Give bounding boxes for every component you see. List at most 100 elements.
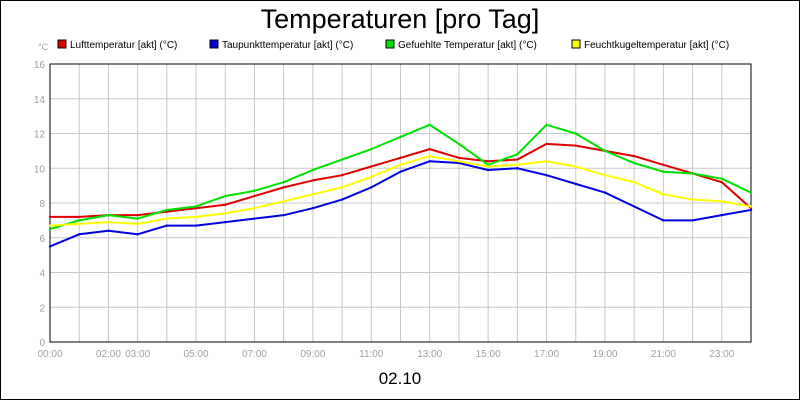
y-tick-label: 0 [39, 338, 45, 349]
y-tick-label: 16 [34, 60, 46, 71]
data-point [662, 163, 665, 166]
series-3 [48, 154, 753, 227]
x-tick-label: 05:00 [184, 349, 209, 360]
data-point [194, 207, 198, 210]
chart-title: Temperaturen [pro Tag] [261, 4, 540, 34]
data-point [78, 219, 81, 222]
data-point [545, 160, 548, 163]
data-point [340, 198, 344, 201]
data-point [136, 222, 139, 226]
x-tick-label: 15:00 [476, 349, 501, 360]
x-tick-label: 17:00 [534, 349, 559, 360]
data-point [340, 186, 344, 189]
data-point [574, 182, 577, 186]
legend-label: Taupunkttemperatur [akt] (°C) [222, 40, 353, 51]
y-tick-label: 6 [39, 234, 45, 245]
x-tick-label: 07:00 [242, 349, 267, 360]
y-tick-label: 4 [39, 269, 45, 280]
data-point [662, 193, 665, 196]
data-point [457, 156, 461, 160]
data-point [457, 160, 461, 163]
data-point [632, 205, 636, 208]
data-point [486, 165, 490, 168]
data-point [749, 191, 753, 194]
plot-area [48, 63, 753, 343]
data-point [78, 233, 81, 236]
data-point [78, 215, 81, 219]
data-point [311, 207, 315, 210]
data-point [194, 224, 198, 227]
data-point [399, 135, 402, 139]
data-point [48, 215, 52, 219]
legend-swatch [209, 39, 219, 49]
data-point [749, 205, 753, 208]
data-point [691, 198, 694, 201]
data-point [486, 160, 490, 163]
data-point [603, 149, 607, 153]
data-point [370, 175, 373, 179]
data-point [48, 245, 52, 248]
y-tick-label: 12 [34, 130, 46, 141]
data-point [399, 170, 402, 173]
data-point [370, 165, 373, 168]
data-point [632, 154, 636, 158]
data-point [399, 156, 402, 160]
y-tick-label: 14 [34, 95, 46, 106]
legend-swatch [385, 39, 395, 49]
data-point [662, 219, 665, 222]
data-point [516, 167, 519, 170]
data-point [282, 180, 285, 184]
data-point [136, 213, 139, 217]
legend-label: Lufttemperatur [akt] (°C) [70, 40, 177, 51]
data-point [662, 170, 665, 173]
data-point [165, 217, 169, 220]
data-point [253, 207, 256, 210]
data-point [545, 123, 548, 127]
legend: Lufttemperatur [akt] (°C) Taupunkttempera… [57, 39, 729, 51]
data-point [165, 208, 169, 212]
data-point [720, 213, 723, 217]
data-point [720, 177, 723, 180]
legend-item: Taupunkttemperatur [akt] (°C) [209, 39, 353, 51]
data-point [107, 213, 110, 217]
data-point [545, 174, 548, 177]
data-point [457, 161, 461, 165]
data-point [720, 180, 723, 184]
plot-border [49, 63, 752, 343]
legend-item: Lufttemperatur [akt] (°C) [57, 39, 177, 51]
data-point [457, 142, 461, 146]
data-point [720, 200, 723, 203]
x-tick-label: 00:00 [37, 349, 62, 360]
data-point [428, 147, 431, 151]
data-point [516, 158, 519, 161]
data-point [428, 123, 431, 127]
y-axis: 0 2 4 6 8 10 12 14 16 [34, 60, 46, 349]
data-point [632, 180, 636, 184]
data-point [516, 163, 519, 166]
data-point [340, 174, 344, 177]
grid [49, 63, 752, 343]
data-point [311, 179, 315, 182]
x-tick-label: 11:00 [359, 349, 384, 360]
x-tick-label: 02:00 [96, 349, 121, 360]
data-point [253, 189, 256, 193]
data-point [253, 217, 256, 220]
data-point [749, 207, 753, 210]
data-point [224, 203, 227, 206]
data-point [340, 158, 344, 161]
legend-label: Gefuehlte Temperatur [akt] (°C) [398, 40, 537, 51]
x-axis: 00:00 02:00 03:00 05:00 07:00 09:00 11:00 13:00… [37, 349, 734, 360]
data-point [749, 208, 753, 212]
x-tick-label: 19:00 [592, 349, 617, 360]
data-point [224, 194, 227, 198]
data-point [574, 132, 577, 135]
data-point [603, 191, 607, 194]
data-point [48, 227, 52, 231]
x-tick-label: 13:00 [417, 349, 442, 360]
data-point [632, 161, 636, 165]
y-unit-label: °C [38, 42, 49, 52]
data-point [224, 220, 227, 224]
y-tick-label: 2 [39, 303, 45, 314]
legend-item: Feuchtkugeltemperatur [akt] (°C) [571, 39, 729, 51]
x-tick-label: 03:00 [125, 349, 150, 360]
